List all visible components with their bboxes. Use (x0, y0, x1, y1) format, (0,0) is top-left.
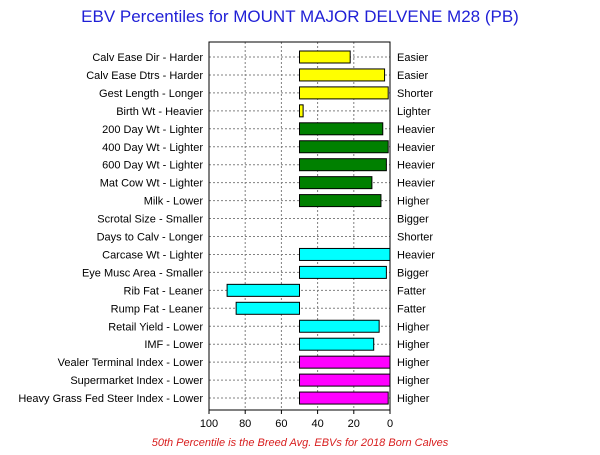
trait-right-label: Fatter (397, 303, 426, 315)
x-tick-label: 100 (200, 418, 218, 430)
percentile-bar (299, 194, 382, 208)
percentile-bar (299, 319, 380, 333)
trait-left-label: Scrotal Size - Smaller (97, 214, 203, 226)
percentile-bar (299, 86, 389, 100)
percentile-bar (226, 283, 301, 297)
percentile-bar (299, 337, 375, 351)
trait-left-label: Birth Wt - Heavier (116, 106, 203, 118)
trait-right-label: Heavier (397, 249, 435, 261)
percentile-bar (299, 247, 391, 261)
grid-layer (209, 42, 390, 410)
trait-right-label: Higher (397, 196, 430, 208)
trait-right-label: Fatter (397, 285, 426, 297)
trait-left-label: IMF - Lower (144, 339, 203, 351)
percentile-bar (299, 140, 389, 154)
trait-right-label: Bigger (397, 214, 429, 226)
x-tick-label: 60 (275, 418, 287, 430)
x-tick-label: 20 (348, 418, 360, 430)
trait-right-label: Easier (397, 52, 429, 64)
trait-right-label: Higher (397, 321, 430, 333)
percentile-bar (299, 50, 351, 64)
trait-left-label: Milk - Lower (144, 196, 204, 208)
trait-left-label: Calv Ease Dtrs - Harder (86, 70, 203, 82)
trait-left-label: 400 Day Wt - Lighter (102, 142, 203, 154)
trait-right-label: Heavier (397, 160, 435, 172)
labels-layer: Calv Ease Dir - Harder Easier Calv Ease Dt… (18, 52, 435, 405)
percentile-bar (299, 158, 387, 172)
trait-left-label: Gest Length - Longer (99, 88, 203, 100)
trait-left-label: Days to Calv - Longer (97, 232, 204, 244)
percentile-bar (235, 301, 300, 315)
x-tick-label: 80 (239, 418, 251, 430)
chart-footnote: 50th Percentile is the Breed Avg. EBVs f… (152, 437, 449, 449)
trait-left-label: Eye Musc Area - Smaller (82, 267, 203, 279)
trait-right-label: Higher (397, 375, 430, 387)
percentile-bar (299, 104, 304, 118)
percentile-bar (299, 122, 384, 136)
trait-left-label: Calv Ease Dir - Harder (92, 52, 203, 64)
trait-left-label: Vealer Terminal Index - Lower (58, 357, 204, 369)
trait-left-label: Retail Yield - Lower (108, 321, 203, 333)
x-tick-label: 0 (387, 418, 393, 430)
trait-left-label: Rump Fat - Leaner (111, 303, 204, 315)
trait-right-label: Higher (397, 339, 430, 351)
trait-right-label: Heavier (397, 178, 435, 190)
trait-left-label: Rib Fat - Leaner (124, 285, 204, 297)
bars-layer (226, 50, 391, 405)
trait-left-label: Mat Cow Wt - Lighter (100, 178, 204, 190)
plot-frame (208, 41, 391, 411)
trait-right-label: Lighter (397, 106, 431, 118)
ticks-layer: 100 80 60 40 20 0 (200, 410, 393, 430)
trait-right-label: Shorter (397, 232, 433, 244)
trait-right-label: Heavier (397, 124, 435, 136)
trait-right-label: Bigger (397, 267, 429, 279)
trait-right-label: Higher (397, 393, 430, 405)
trait-right-label: Heavier (397, 142, 435, 154)
percentile-bar (299, 265, 387, 279)
percentile-bar (299, 391, 389, 405)
trait-left-label: Supermarket Index - Lower (70, 375, 203, 387)
percentile-bar (299, 68, 386, 82)
trait-left-label: Carcase Wt - Lighter (102, 249, 203, 261)
trait-right-label: Higher (397, 357, 430, 369)
trait-left-label: 200 Day Wt - Lighter (102, 124, 203, 136)
trait-right-label: Easier (397, 70, 429, 82)
x-tick-label: 40 (311, 418, 323, 430)
trait-left-label: 600 Day Wt - Lighter (102, 160, 203, 172)
percentile-bar (299, 373, 391, 387)
trait-right-label: Shorter (397, 88, 433, 100)
percentile-bar (299, 176, 373, 190)
trait-left-label: Heavy Grass Fed Steer Index - Lower (18, 393, 203, 405)
percentile-bar (299, 355, 391, 369)
chart-title: EBV Percentiles for MOUNT MAJOR DELVENE … (81, 7, 519, 26)
